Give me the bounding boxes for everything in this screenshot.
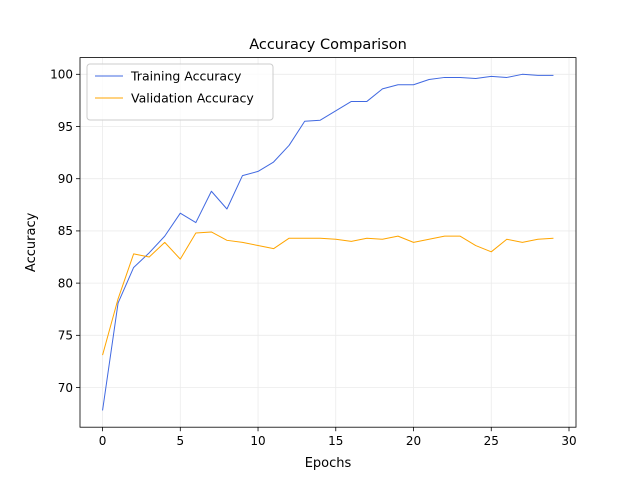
legend-box [86,63,274,121]
x-tick-label: 10 [250,434,265,448]
legend-label: Validation Accuracy [131,91,254,106]
y-tick-label: 100 [50,68,73,82]
x-tick-label: 25 [484,434,499,448]
x-tick-label: 20 [406,434,421,448]
y-tick-label: 70 [58,381,73,395]
y-tick-label: 80 [58,276,73,290]
y-axis-ticks: 70 75 80 85 90 95 100 [50,68,80,395]
x-axis-label: Epochs [305,456,352,471]
legend: Training Accuracy Validation Accuracy [86,63,274,121]
y-axis-label: Accuracy [24,212,39,272]
series-line-validation [102,231,554,356]
x-tick-label: 5 [176,434,184,448]
x-tick-label: 15 [328,434,343,448]
y-tick-label: 85 [58,224,73,238]
chart-title: Accuracy Comparison [249,37,407,53]
y-tick-label: 95 [58,120,73,134]
series-line-training [102,73,554,411]
x-tick-label: 30 [561,434,576,448]
plot-frame [79,57,577,428]
legend-label: Training Accuracy [130,69,242,84]
x-axis-ticks: 0 5 10 15 20 25 30 [99,427,577,448]
x-tick-label: 0 [99,434,107,448]
series-lines [102,73,554,411]
y-tick-label: 90 [58,172,73,186]
y-tick-label: 75 [58,329,73,343]
